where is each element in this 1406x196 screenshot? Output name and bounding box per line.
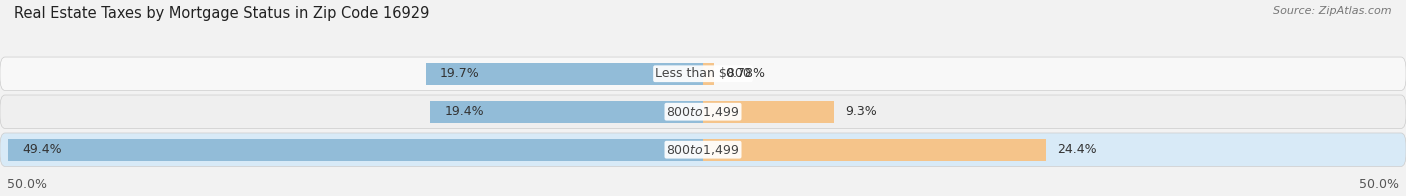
- Text: 50.0%: 50.0%: [1360, 178, 1399, 191]
- Text: 50.0%: 50.0%: [7, 178, 46, 191]
- Text: $800 to $1,499: $800 to $1,499: [666, 105, 740, 119]
- Text: Less than $800: Less than $800: [655, 67, 751, 80]
- Text: 24.4%: 24.4%: [1057, 143, 1097, 156]
- Text: 19.7%: 19.7%: [440, 67, 479, 80]
- Bar: [703, 139, 1046, 161]
- Text: 0.78%: 0.78%: [725, 67, 765, 80]
- Bar: [426, 63, 703, 85]
- Text: 19.4%: 19.4%: [444, 105, 484, 118]
- Bar: [703, 63, 714, 85]
- Text: Source: ZipAtlas.com: Source: ZipAtlas.com: [1274, 6, 1392, 16]
- Text: 9.3%: 9.3%: [845, 105, 877, 118]
- Text: $800 to $1,499: $800 to $1,499: [666, 143, 740, 157]
- Text: Real Estate Taxes by Mortgage Status in Zip Code 16929: Real Estate Taxes by Mortgage Status in …: [14, 6, 429, 21]
- FancyBboxPatch shape: [0, 95, 1406, 128]
- Text: 49.4%: 49.4%: [22, 143, 62, 156]
- Bar: [430, 101, 703, 123]
- Bar: [8, 139, 703, 161]
- FancyBboxPatch shape: [0, 133, 1406, 166]
- FancyBboxPatch shape: [0, 57, 1406, 91]
- Bar: [703, 101, 834, 123]
